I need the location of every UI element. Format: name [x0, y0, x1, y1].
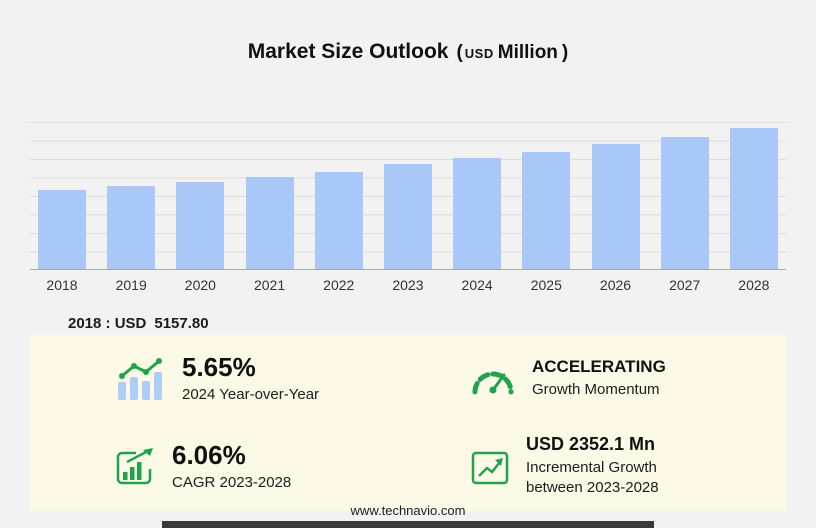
stat-cagr-value: 6.06% — [172, 440, 246, 471]
stat-momentum-value: ACCELERATING — [532, 357, 666, 377]
x-tick-2019: 2019 — [115, 277, 147, 293]
stat-cagr: 6.06% CAGR 2023-2028 — [30, 423, 408, 511]
trend-bars-icon — [114, 356, 166, 402]
bar-2026 — [591, 144, 640, 269]
cagr-chart-icon — [114, 447, 156, 487]
stat-incremental-label: Incremental Growth between 2023-2028 — [526, 459, 659, 497]
x-tick-2028: 2028 — [738, 277, 770, 293]
title-main: Market Size Outlook — [247, 40, 449, 63]
stat-cagr-label: CAGR 2023-2028 — [172, 473, 292, 491]
title-currency: USD — [464, 46, 494, 61]
bar-2020 — [176, 181, 225, 269]
bar-2023 — [383, 163, 432, 269]
annotation-value: 5157.80 — [154, 315, 209, 332]
incremental-growth-icon — [470, 448, 510, 486]
title-paren-close: ) — [561, 42, 569, 63]
bar-2022 — [314, 172, 363, 269]
title-paren-open: ( — [456, 42, 463, 63]
bar-2019 — [107, 185, 156, 269]
stat-incremental-value: USD 2352.1 Mn — [526, 434, 656, 455]
chart-bars — [30, 122, 786, 269]
x-tick-2022: 2022 — [323, 277, 355, 293]
x-axis-labels: 2018 2019 2020 2021 2022 2023 2024 2025 2026 2027… — [30, 277, 786, 293]
bar-2027 — [660, 136, 709, 269]
x-tick-2027: 2027 — [669, 277, 701, 293]
x-tick-2026: 2026 — [599, 277, 632, 293]
footer-bar — [162, 521, 654, 528]
x-tick-2020: 2020 — [184, 277, 216, 293]
speedometer-icon — [470, 362, 516, 396]
stat-incremental-growth: USD 2352.1 Mn Incremental Growth between… — [408, 423, 786, 511]
annotation-prefix: 2018 : USD — [68, 315, 147, 332]
bar-2018 — [38, 190, 86, 269]
stat-year-over-year: 5.65% 2024 Year-over-Year — [30, 335, 408, 423]
x-tick-2021: 2021 — [253, 277, 286, 293]
bar-2021 — [245, 177, 294, 269]
stats-panel: 5.65% 2024 Year-over-Year ACCELERATING G… — [30, 335, 786, 511]
footer-url: www.technavio.com — [350, 503, 466, 518]
stat-growth-momentum: ACCELERATING Growth Momentum — [408, 335, 786, 423]
market-size-chart — [30, 122, 786, 270]
bar-2028 — [729, 127, 778, 269]
title-unit: Million — [497, 42, 558, 63]
x-tick-2025: 2025 — [530, 277, 562, 293]
x-tick-2024: 2024 — [461, 277, 493, 293]
stat-yoy-label: 2024 Year-over-Year — [182, 385, 320, 403]
stat-momentum-label: Growth Momentum — [532, 380, 660, 398]
stat-yoy-value: 5.65% — [182, 352, 256, 383]
x-tick-2023: 2023 — [392, 277, 424, 293]
bar-2025 — [522, 151, 571, 269]
bar-2024 — [453, 157, 502, 269]
x-tick-2018: 2018 — [46, 277, 78, 293]
base-year-annotation: 2018 : USD 5157.80 — [68, 315, 209, 332]
page-title: Market Size Outlook (USD Million) — [0, 40, 816, 64]
